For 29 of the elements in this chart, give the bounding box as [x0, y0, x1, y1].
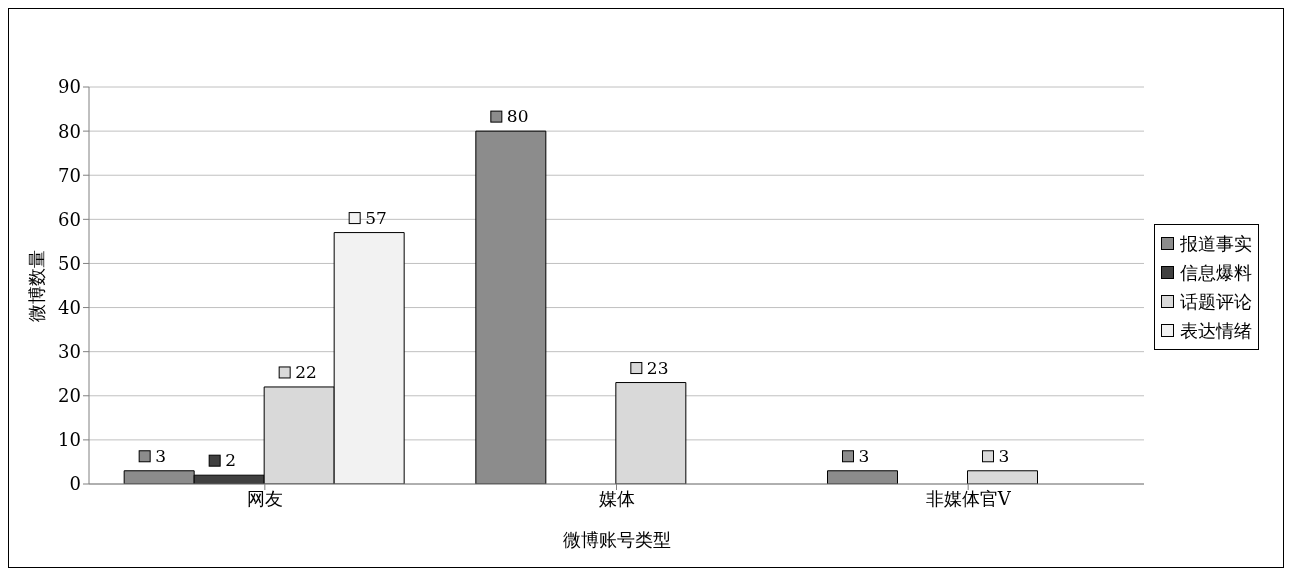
y-tick-label: 0 [69, 473, 81, 495]
y-tick-label: 30 [58, 341, 81, 363]
y-tick-label: 80 [58, 120, 81, 142]
data-label: 23 [646, 357, 669, 378]
y-tick-label: 90 [58, 76, 81, 98]
y-tick-label: 10 [58, 429, 81, 451]
data-label: 3 [858, 445, 870, 466]
data-label: 22 [295, 361, 317, 382]
legend-label: 报道事实 [1180, 231, 1252, 256]
legend-label: 话题评论 [1180, 289, 1252, 314]
y-axis-title: 微博数量 [26, 249, 48, 322]
x-axis-title: 微博账号类型 [562, 529, 671, 550]
bar [967, 470, 1038, 484]
legend-label: 表达情绪 [1180, 318, 1252, 343]
y-tick-label: 40 [58, 296, 81, 318]
data-label: 57 [365, 207, 387, 228]
x-tick-label: 非媒体官V [925, 487, 1012, 509]
x-tick-label: 网友 [246, 487, 283, 509]
data-label: 2 [225, 450, 236, 471]
data-label: 3 [155, 445, 166, 466]
y-tick-label: 70 [58, 164, 81, 186]
bar [615, 382, 687, 484]
data-label: 3 [998, 445, 1010, 466]
y-tick-label: 50 [58, 252, 81, 274]
x-tick-label: 媒体 [598, 487, 635, 509]
data-label: 80 [506, 106, 529, 127]
legend-label: 信息爆料 [1180, 260, 1252, 285]
y-tick-label: 20 [58, 385, 81, 407]
y-tick-label: 60 [58, 208, 81, 230]
